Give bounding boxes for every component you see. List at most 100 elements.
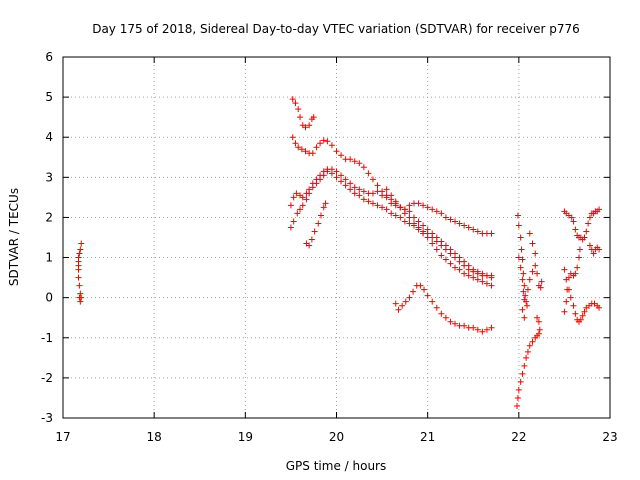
data-point bbox=[523, 354, 530, 361]
data-point bbox=[289, 134, 296, 141]
data-point bbox=[415, 224, 422, 231]
data-point bbox=[579, 312, 586, 319]
data-point bbox=[470, 274, 477, 281]
data-point bbox=[563, 276, 570, 283]
data-point bbox=[392, 300, 399, 307]
x-tick-label: 17 bbox=[55, 430, 70, 444]
data-point bbox=[356, 160, 363, 167]
x-tick-label: 23 bbox=[602, 430, 617, 444]
data-point bbox=[586, 242, 593, 249]
data-point bbox=[306, 122, 313, 129]
data-point bbox=[429, 234, 436, 241]
data-point bbox=[456, 220, 463, 227]
data-point bbox=[333, 174, 340, 181]
data-point bbox=[456, 258, 463, 265]
data-point bbox=[313, 180, 320, 187]
data-point bbox=[483, 326, 490, 333]
data-point bbox=[515, 254, 522, 261]
data-point bbox=[433, 304, 440, 311]
series-s8 bbox=[392, 282, 495, 335]
data-point bbox=[521, 296, 528, 303]
data-point bbox=[529, 268, 536, 275]
x-axis-label: GPS time / hours bbox=[286, 459, 387, 473]
data-point bbox=[572, 270, 579, 277]
data-point bbox=[401, 206, 408, 213]
data-point bbox=[379, 192, 386, 199]
data-point bbox=[347, 156, 354, 163]
series-s10 bbox=[514, 212, 531, 309]
data-point bbox=[320, 204, 327, 211]
data-point bbox=[452, 264, 459, 271]
data-point bbox=[474, 270, 481, 277]
data-point bbox=[563, 298, 570, 305]
data-point bbox=[309, 150, 316, 157]
data-point bbox=[526, 230, 533, 237]
data-point bbox=[424, 230, 431, 237]
data-point bbox=[388, 192, 395, 199]
data-point bbox=[401, 218, 408, 225]
data-point bbox=[303, 196, 310, 203]
data-point bbox=[470, 324, 477, 331]
data-point bbox=[297, 114, 304, 121]
data-point bbox=[308, 236, 315, 243]
data-point bbox=[521, 362, 528, 369]
data-point bbox=[517, 264, 524, 271]
data-point bbox=[532, 250, 539, 257]
data-point bbox=[410, 288, 417, 295]
data-point bbox=[483, 280, 490, 287]
data-point bbox=[410, 214, 417, 221]
data-point bbox=[397, 204, 404, 211]
data-point bbox=[517, 378, 524, 385]
data-point bbox=[311, 228, 318, 235]
data-point bbox=[328, 170, 335, 177]
data-point bbox=[561, 266, 568, 273]
data-point bbox=[383, 186, 390, 193]
data-point bbox=[452, 254, 459, 261]
data-point bbox=[292, 140, 299, 147]
data-point bbox=[433, 238, 440, 245]
data-point bbox=[298, 146, 305, 153]
data-point bbox=[488, 324, 495, 331]
data-point bbox=[570, 302, 577, 309]
data-point bbox=[317, 140, 324, 147]
data-point bbox=[77, 298, 84, 305]
data-point bbox=[461, 270, 468, 277]
data-point bbox=[365, 170, 372, 177]
data-point bbox=[479, 278, 486, 285]
data-point bbox=[395, 306, 402, 313]
data-point bbox=[534, 314, 541, 321]
data-point bbox=[514, 212, 521, 219]
data-point bbox=[406, 208, 413, 215]
data-point bbox=[442, 314, 449, 321]
data-point bbox=[324, 168, 331, 175]
data-point bbox=[317, 176, 324, 183]
data-point bbox=[338, 172, 345, 179]
data-point bbox=[374, 182, 381, 189]
data-point bbox=[360, 188, 367, 195]
data-point bbox=[77, 290, 84, 297]
data-point bbox=[524, 286, 531, 293]
data-point bbox=[538, 278, 545, 285]
data-point bbox=[324, 138, 331, 145]
data-point bbox=[333, 168, 340, 175]
data-point bbox=[447, 260, 454, 267]
data-point bbox=[383, 194, 390, 201]
data-point bbox=[519, 256, 526, 263]
data-point bbox=[438, 310, 445, 317]
data-point bbox=[415, 200, 422, 207]
data-point bbox=[452, 320, 459, 327]
data-point bbox=[328, 142, 335, 149]
data-point bbox=[474, 326, 481, 333]
data-point bbox=[299, 194, 306, 201]
data-point bbox=[576, 254, 583, 261]
series-s1 bbox=[75, 240, 85, 305]
y-tick-label: 4 bbox=[45, 130, 53, 144]
data-point bbox=[289, 96, 296, 103]
data-point bbox=[315, 220, 322, 227]
data-point bbox=[379, 204, 386, 211]
data-point bbox=[442, 256, 449, 263]
data-point bbox=[406, 294, 413, 301]
data-point bbox=[75, 254, 82, 261]
data-point bbox=[338, 178, 345, 185]
data-point bbox=[572, 226, 579, 233]
